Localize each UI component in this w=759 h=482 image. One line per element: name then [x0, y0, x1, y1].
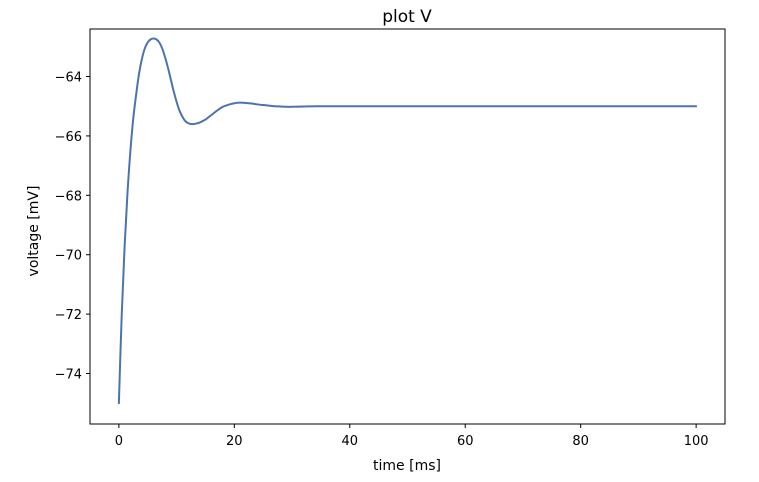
series-line-voltage	[117, 37, 698, 405]
y-tick-label: −72	[55, 308, 82, 323]
y-axis-ticks: −74 −72 −70 −68 −66 −64	[55, 71, 90, 383]
y-axis-label: voltage [mV]	[26, 186, 42, 277]
x-tick-label: 100	[684, 434, 709, 449]
x-tick-label: 80	[572, 434, 589, 449]
x-tick-label: 60	[457, 434, 474, 449]
x-axis-ticks: 0 20 40 60 80 100	[115, 424, 709, 449]
x-tick-label: 40	[341, 434, 358, 449]
y-tick-label: −68	[55, 189, 82, 204]
x-axis-label: time [ms]	[373, 458, 441, 474]
chart-title: plot V	[382, 7, 432, 27]
y-tick-label: −64	[55, 71, 82, 86]
y-tick-label: −70	[55, 249, 82, 264]
series-layer	[117, 37, 698, 405]
plot-area	[89, 28, 726, 425]
y-tick-label: −66	[55, 130, 82, 145]
y-tick-label: −74	[55, 368, 82, 383]
x-tick-label: 20	[226, 434, 243, 449]
x-tick-label: 0	[115, 434, 123, 449]
